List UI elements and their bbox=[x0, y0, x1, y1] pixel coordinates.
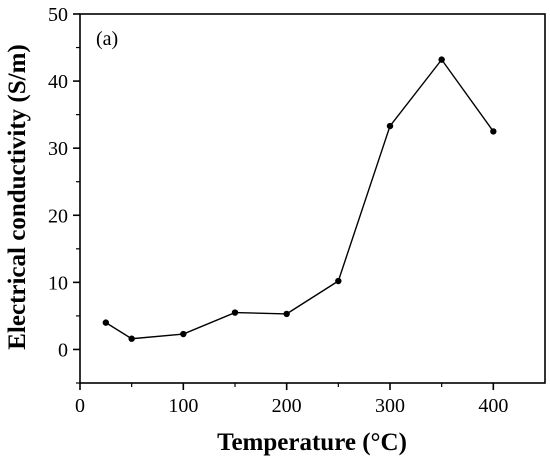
data-point bbox=[438, 56, 445, 63]
x-axis-title: Temperature (°C) bbox=[217, 429, 407, 456]
x-tick-label: 400 bbox=[478, 395, 508, 417]
y-tick-label: 40 bbox=[48, 71, 68, 93]
plot-border bbox=[79, 13, 546, 384]
y-tick-label: 50 bbox=[48, 4, 68, 26]
panel-label: (a) bbox=[96, 28, 118, 50]
plot-frame bbox=[79, 13, 546, 384]
data-point bbox=[128, 335, 135, 342]
x-tick-label: 300 bbox=[375, 395, 405, 417]
series-layer bbox=[102, 56, 497, 342]
data-point bbox=[102, 319, 110, 326]
x-tick-label: 100 bbox=[168, 395, 198, 417]
axis-ticks: 0 100 200 300 400 0 10 20 30 40 50 bbox=[48, 4, 508, 417]
y-axis-title: Electrical conductivity (S/m) bbox=[4, 44, 31, 350]
data-point bbox=[490, 128, 497, 135]
y-tick-label: 20 bbox=[48, 205, 68, 227]
x-tick-label: 0 bbox=[75, 395, 85, 417]
y-tick-label: 10 bbox=[48, 272, 68, 294]
series-line bbox=[105, 58, 494, 340]
x-tick-label: 200 bbox=[272, 395, 302, 417]
y-tick-label: 30 bbox=[48, 138, 68, 160]
data-point bbox=[283, 310, 290, 318]
data-point bbox=[231, 309, 239, 316]
data-point bbox=[335, 277, 342, 285]
y-tick-label: 0 bbox=[58, 339, 68, 361]
data-point bbox=[386, 122, 394, 130]
data-point bbox=[180, 330, 187, 338]
